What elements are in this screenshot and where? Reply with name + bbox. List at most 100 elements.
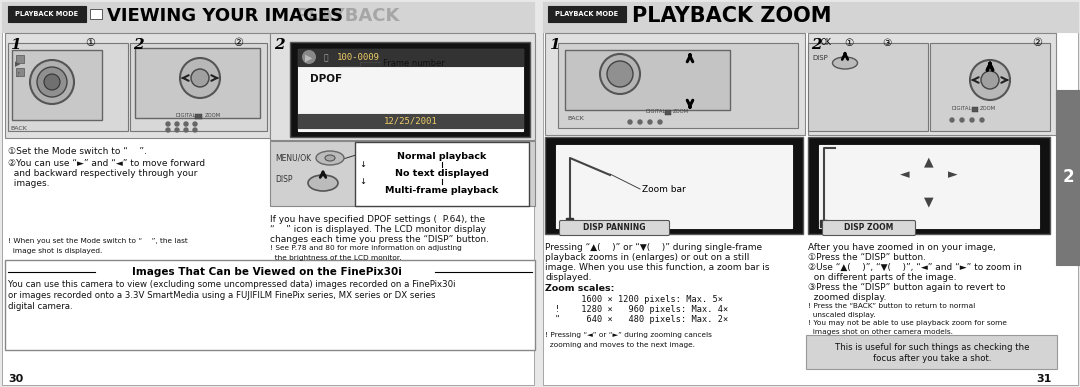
Circle shape: [191, 69, 210, 87]
Text: DISP: DISP: [275, 175, 293, 185]
Text: images.: images.: [8, 179, 50, 188]
Bar: [665, 110, 671, 115]
Text: ! You may not be able to use playback zoom for some: ! You may not be able to use playback zo…: [808, 320, 1007, 326]
Bar: [545, 33, 805, 135]
FancyBboxPatch shape: [559, 221, 670, 236]
Text: No text displayed: No text displayed: [395, 169, 489, 178]
Bar: [558, 43, 798, 128]
Bar: [1056, 90, 1080, 265]
Bar: [545, 137, 804, 234]
Bar: [12, 50, 102, 120]
Text: If you have specified DPOF settings (  P.64), the: If you have specified DPOF settings ( P.…: [270, 215, 485, 224]
Text: BACK: BACK: [10, 126, 27, 131]
Text: unscaled display.: unscaled display.: [808, 312, 876, 318]
Text: ②: ②: [233, 38, 243, 48]
Text: ②You can use “►” and “◄” to move forward: ②You can use “►” and “◄” to move forward: [8, 159, 205, 168]
Bar: [8, 43, 129, 131]
Text: displayed.: displayed.: [545, 273, 592, 282]
Circle shape: [648, 120, 652, 124]
Text: Pressing “▲(    )” or “▼(    )” during single-frame: Pressing “▲( )” or “▼( )” during single-…: [545, 243, 762, 252]
Text: 1: 1: [10, 38, 21, 52]
Circle shape: [44, 74, 60, 90]
Text: ◄: ◄: [901, 168, 909, 182]
Circle shape: [960, 118, 964, 122]
Circle shape: [302, 50, 316, 64]
Text: ②: ②: [1032, 38, 1042, 48]
Text: VIEWING YOUR IMAGES: VIEWING YOUR IMAGES: [107, 7, 343, 25]
Circle shape: [980, 118, 984, 122]
Text: DPOF: DPOF: [310, 74, 342, 84]
Circle shape: [950, 118, 954, 122]
Circle shape: [970, 60, 1010, 100]
Text: DISP ZOOM: DISP ZOOM: [845, 224, 893, 233]
Ellipse shape: [316, 151, 345, 165]
Ellipse shape: [325, 155, 335, 161]
Bar: [8, 6, 86, 22]
Text: 2: 2: [133, 38, 144, 52]
Text: digital camera.: digital camera.: [8, 302, 72, 311]
Text: ①Press the “DISP” button.: ①Press the “DISP” button.: [808, 253, 926, 262]
Text: "     640 ×   480 pixels: Max. 2×: " 640 × 480 pixels: Max. 2×: [555, 315, 728, 324]
Circle shape: [184, 128, 188, 132]
Text: 100-0009: 100-0009: [337, 53, 379, 62]
Text: images shot on other camera models.: images shot on other camera models.: [808, 329, 953, 335]
Text: PLAYBACK: PLAYBACK: [295, 7, 400, 25]
Bar: [5, 33, 270, 138]
Text: After you have zoomed in on your image,: After you have zoomed in on your image,: [808, 243, 996, 252]
Bar: [270, 141, 535, 206]
Circle shape: [184, 122, 188, 126]
Bar: [565, 50, 730, 110]
Circle shape: [970, 118, 974, 122]
Text: ①: ①: [845, 38, 853, 48]
Text: PLAYBACK MODE: PLAYBACK MODE: [555, 11, 619, 17]
Ellipse shape: [833, 57, 858, 69]
Text: on different parts of the image.: on different parts of the image.: [808, 273, 957, 282]
Bar: [16, 68, 24, 76]
Text: the brightness of the LCD monitor.: the brightness of the LCD monitor.: [270, 255, 402, 261]
Text: You can use this camera to view (excluding some uncompressed data) images record: You can use this camera to view (excludi…: [8, 280, 456, 289]
Text: MENU/OK: MENU/OK: [275, 154, 311, 163]
Bar: [548, 6, 626, 22]
Text: ! Press the “BACK” button to return to normal: ! Press the “BACK” button to return to n…: [808, 303, 975, 309]
Circle shape: [30, 60, 75, 104]
Text: Images That Can be Viewed on the FinePix30i: Images That Can be Viewed on the FinePix…: [132, 267, 402, 277]
Text: ↓: ↓: [359, 177, 366, 186]
Text: This is useful for such things as checking the: This is useful for such things as checki…: [835, 343, 1029, 352]
Text: Frame number: Frame number: [383, 60, 445, 68]
Bar: [270, 33, 535, 140]
Text: 2: 2: [274, 38, 285, 52]
Text: ▶: ▶: [306, 53, 313, 62]
Bar: [543, 2, 1078, 385]
Text: DIGITAL: DIGITAL: [645, 109, 665, 114]
Text: ! Pressing “◄” or “►” during zooming cancels: ! Pressing “◄” or “►” during zooming can…: [545, 332, 712, 338]
Circle shape: [658, 120, 662, 124]
Bar: [808, 137, 1050, 234]
Text: PLAYBACK MODE: PLAYBACK MODE: [15, 11, 79, 17]
Circle shape: [607, 61, 633, 87]
Text: DISP PANNING: DISP PANNING: [583, 224, 645, 233]
Bar: [819, 145, 1039, 228]
Circle shape: [627, 120, 632, 124]
Text: ! When you set the Mode switch to “    ”, the last: ! When you set the Mode switch to “ ”, t…: [8, 238, 188, 244]
Text: and backward respectively through your: and backward respectively through your: [8, 169, 198, 178]
Text: PLAYBACK ZOOM: PLAYBACK ZOOM: [632, 6, 832, 26]
Text: zoomed display.: zoomed display.: [808, 293, 887, 302]
Bar: [298, 49, 523, 131]
Circle shape: [193, 128, 197, 132]
FancyBboxPatch shape: [806, 335, 1057, 369]
Text: BACK: BACK: [567, 116, 584, 121]
Text: 30: 30: [8, 374, 24, 384]
Text: DISP: DISP: [812, 55, 827, 61]
Bar: [930, 43, 1050, 131]
Text: ↓: ↓: [359, 160, 366, 169]
Text: ②Use “▲(    )”, “▼(    )”, “◄” and “►” to zoom in: ②Use “▲( )”, “▼( )”, “◄” and “►” to zoom…: [808, 263, 1022, 272]
Text: ►: ►: [948, 168, 958, 182]
Circle shape: [600, 54, 640, 94]
Bar: [298, 49, 523, 66]
Text: 1600 × 1200 pixels: Max. 5×: 1600 × 1200 pixels: Max. 5×: [555, 295, 723, 304]
Bar: [90, 9, 102, 19]
Text: playback zooms in (enlarges) or out on a still: playback zooms in (enlarges) or out on a…: [545, 253, 750, 262]
Bar: [298, 114, 523, 128]
Bar: [808, 43, 928, 131]
Text: 2: 2: [811, 38, 822, 52]
